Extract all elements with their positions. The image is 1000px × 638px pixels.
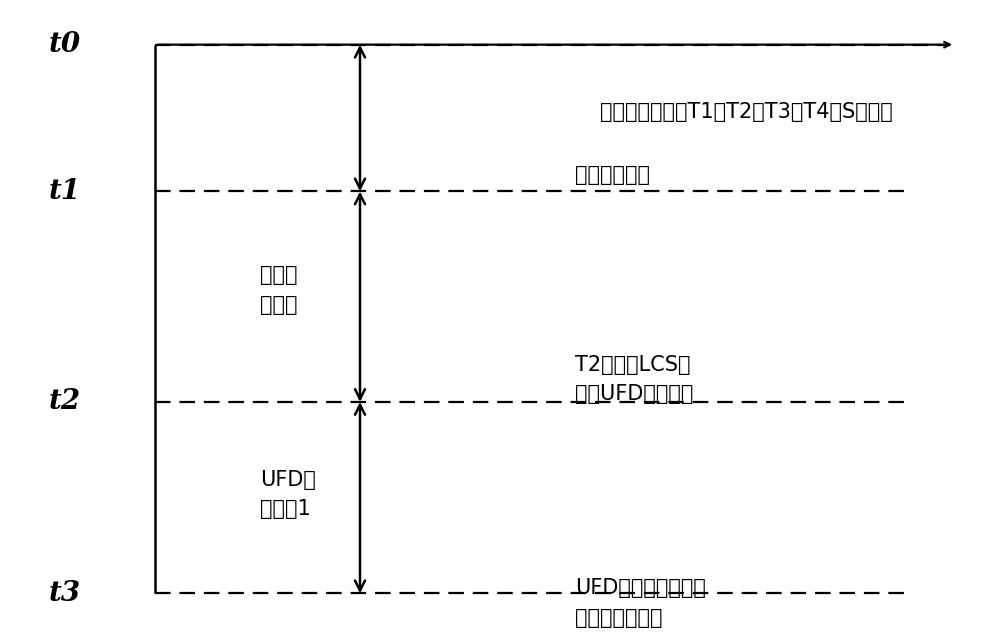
Text: t3: t3: [49, 580, 81, 607]
Text: t1: t1: [49, 178, 81, 205]
Text: t2: t2: [49, 389, 81, 415]
Text: 发生短路故障: 发生短路故障: [575, 165, 650, 186]
Text: 系统正常运行，T1、T2、T3、T4、S均关断: 系统正常运行，T1、T2、T3、T4、S均关断: [600, 101, 893, 122]
Text: T2导通、LCS关
断、UFD开始分闸: T2导通、LCS关 断、UFD开始分闸: [575, 355, 693, 404]
Text: 故障判
定阶段: 故障判 定阶段: [260, 265, 298, 315]
Text: t0: t0: [49, 31, 81, 58]
Text: UFD分
闸阶段1: UFD分 闸阶段1: [260, 470, 316, 519]
Text: UFD达到一定开距足
以耐受一定电压: UFD达到一定开距足 以耐受一定电压: [575, 578, 706, 628]
